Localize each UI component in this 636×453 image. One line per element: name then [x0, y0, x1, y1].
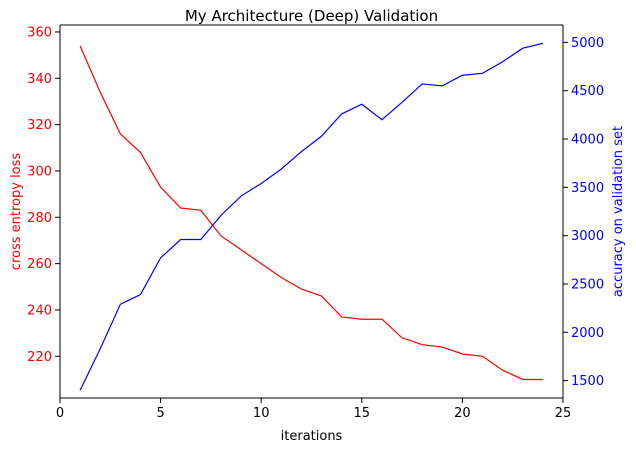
y-left-tick-label: 240: [27, 303, 52, 318]
y-left-tick-label: 280: [27, 211, 52, 226]
plot-area: [60, 25, 563, 398]
x-tick-label: 0: [56, 406, 64, 421]
y-left-tick-label: 320: [27, 118, 52, 133]
loss-series-line: [79, 45, 543, 381]
chart-title: My Architecture (Deep) Validation: [185, 7, 438, 25]
x-axis-title: iterations: [281, 429, 343, 444]
y-right-tick-label: 2500: [571, 277, 604, 292]
y-left-tick-label: 340: [27, 72, 52, 87]
x-tick-label: 5: [156, 406, 164, 421]
y-left-tick-label: 260: [27, 257, 52, 272]
y-axis-right-title: accuracy on validation set: [611, 126, 626, 297]
y-right-tick-label: 3000: [571, 229, 604, 244]
x-tick-label: 20: [454, 406, 471, 421]
y-right-tick-label: 4000: [571, 133, 604, 148]
x-tick-label: 10: [253, 406, 270, 421]
x-tick-label: 15: [354, 406, 371, 421]
ticks-layer: 0 5 10 15 20 25 220 240 260 280 300 320 340 360 1500 20…: [27, 25, 604, 421]
accuracy-series-line: [79, 42, 544, 391]
y-right-tick-label: 5000: [571, 36, 604, 51]
y-right-tick-label: 2000: [571, 326, 604, 341]
x-tick-label: 25: [555, 406, 572, 421]
y-left-tick-label: 220: [27, 350, 52, 365]
y-left-tick-label: 300: [27, 164, 52, 179]
y-right-tick-label: 3500: [571, 181, 604, 196]
series-layer: [79, 42, 544, 391]
y-axis-left-title: cross entropy loss: [9, 153, 24, 271]
axes-layer: [59, 24, 564, 399]
y-left-tick-label: 360: [27, 25, 52, 40]
y-right-tick-label: 1500: [571, 374, 604, 389]
y-right-tick-label: 4500: [571, 84, 604, 99]
